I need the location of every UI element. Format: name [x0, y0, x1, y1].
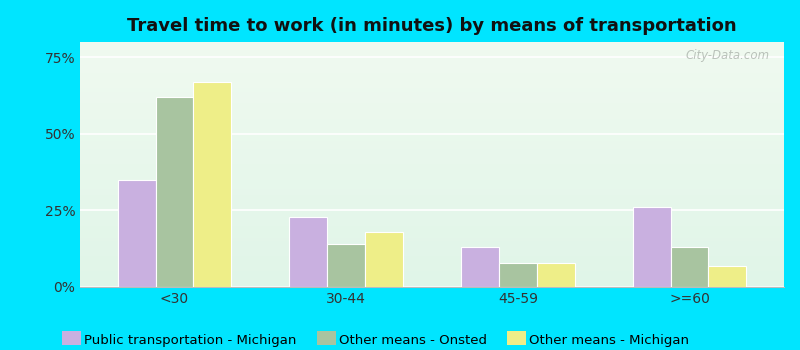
- Bar: [365, 232, 403, 287]
- Bar: [670, 247, 709, 287]
- Text: City-Data.com: City-Data.com: [686, 49, 770, 62]
- Bar: [290, 217, 327, 287]
- Bar: [461, 247, 499, 287]
- Bar: [499, 262, 537, 287]
- Bar: [194, 82, 231, 287]
- Bar: [118, 180, 155, 287]
- Legend: Public transportation - Michigan, Other means - Onsted, Other means - Michigan: Public transportation - Michigan, Other …: [57, 328, 694, 350]
- Bar: [709, 266, 746, 287]
- Bar: [633, 207, 670, 287]
- Bar: [327, 244, 365, 287]
- Bar: [537, 262, 574, 287]
- Title: Travel time to work (in minutes) by means of transportation: Travel time to work (in minutes) by mean…: [127, 17, 737, 35]
- Bar: [155, 97, 194, 287]
